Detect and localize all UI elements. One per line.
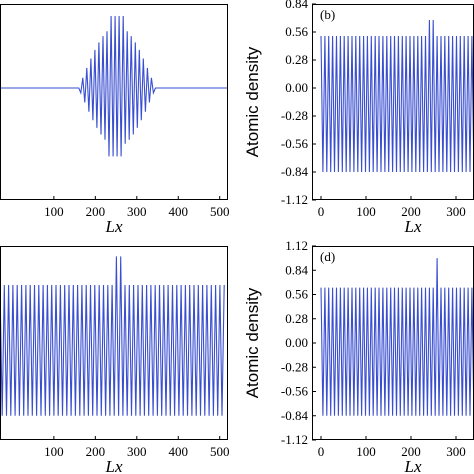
x-axis-label: Lx: [105, 217, 123, 236]
panel-1: 0 100 200 300 0.84 0.56 0.28 0.00 -0.28 -0.56 -0.8…: [243, 0, 474, 236]
plot-frame: [0, 4, 228, 200]
x-tick-label: 100: [356, 444, 376, 459]
series-line: [0, 15, 228, 157]
y-tick-label: 1.12: [285, 238, 308, 253]
x-tick-label: 300: [127, 444, 147, 459]
x-tick-label: 200: [86, 444, 106, 459]
panel-0: 100 200 300 400 500 Lx: [0, 4, 230, 236]
y-tick-label: 0.56: [285, 287, 308, 302]
y-tick-label: 0.84: [285, 0, 308, 11]
plot-frame: [0, 246, 228, 440]
x-tick-label: 500: [210, 444, 230, 459]
x-tick-label: 200: [401, 204, 421, 219]
series-line: [0, 256, 225, 416]
x-tick-label: 300: [446, 444, 466, 459]
x-tick-label: 400: [169, 444, 189, 459]
y-tick-label: 0.84: [285, 262, 308, 277]
y-tick-label: 0.00: [285, 335, 308, 350]
x-tick-label: 400: [169, 204, 189, 219]
panel-label: (b): [320, 7, 335, 22]
x-axis-label: Lx: [105, 457, 123, 474]
series-line: [320, 19, 474, 173]
x-tick-label: 200: [86, 204, 106, 219]
y-tick-label: -1.12: [281, 192, 308, 207]
y-tick-label: -0.56: [281, 136, 309, 151]
x-tick-label: 500: [210, 204, 230, 219]
y-tick-label: 0.28: [285, 311, 308, 326]
x-tick-label: 100: [356, 204, 376, 219]
y-tick-label: -0.28: [281, 108, 308, 123]
y-tick-label: -0.56: [281, 384, 309, 399]
x-tick-label: 0: [318, 204, 325, 219]
y-tick-label: 0.28: [285, 52, 308, 67]
x-tick-label: 300: [446, 204, 466, 219]
y-tick-label: -0.28: [281, 359, 308, 374]
panel-2: 100 200 300 400 500 Lx: [0, 246, 230, 474]
y-tick-label: -1.12: [281, 432, 308, 447]
series-line: [320, 258, 474, 416]
y-tick-label: 0.00: [285, 80, 308, 95]
x-tick-label: 200: [401, 444, 421, 459]
x-tick-label: 0: [318, 444, 325, 459]
panel-label: (d): [320, 249, 335, 264]
x-axis-label: Lx: [404, 457, 422, 474]
y-axis-label: Atomic density: [243, 46, 262, 157]
x-tick-label: 300: [127, 204, 147, 219]
x-tick-label: 100: [44, 204, 64, 219]
x-axis-label: Lx: [404, 217, 422, 236]
panel-3: 0 100 200 300 1.12 0.84 0.56 0.28 0.00 -0.28 -0.56…: [243, 238, 474, 474]
y-tick-label: -0.84: [281, 408, 309, 423]
y-tick-label: 0.56: [285, 24, 308, 39]
x-tick-label: 100: [44, 444, 64, 459]
y-axis-label: Atomic density: [243, 287, 262, 398]
y-tick-label: -0.84: [281, 164, 309, 179]
